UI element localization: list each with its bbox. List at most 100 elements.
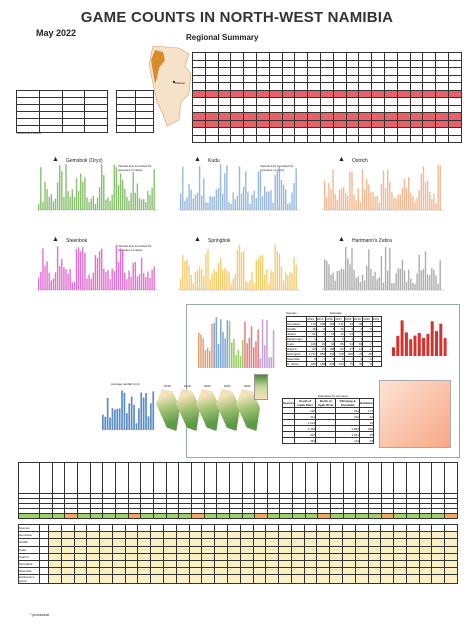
species-bar <box>257 171 260 210</box>
bottom-grid-cell <box>431 462 445 494</box>
red-bar <box>435 331 438 356</box>
species-bar <box>228 272 230 290</box>
species-month-cell <box>431 531 446 540</box>
species-month-cell <box>239 538 254 547</box>
species-bar <box>98 187 101 210</box>
species-bar <box>278 166 281 210</box>
species-month-cell <box>111 523 126 533</box>
trend-bar <box>226 320 229 368</box>
species-month-cell <box>124 559 139 569</box>
species-bar <box>226 270 228 290</box>
species-month-cell <box>367 567 382 576</box>
species-month-cell <box>188 552 203 561</box>
grid-cell <box>294 59 309 68</box>
species-bar <box>145 202 147 210</box>
table2-cell: 463 <box>294 437 317 444</box>
species-bar <box>276 250 278 290</box>
species-month-cell <box>405 574 420 585</box>
trend-bar <box>204 349 207 368</box>
species-month-cell <box>405 545 420 554</box>
species-bar <box>287 275 289 290</box>
species-month-cell <box>86 552 101 561</box>
species-bar <box>403 270 406 290</box>
grid-cell <box>435 97 449 106</box>
grid-cell <box>447 119 463 128</box>
species-month-cell <box>137 567 152 576</box>
species-bar <box>389 247 391 290</box>
grid-cell <box>396 104 411 113</box>
grid-cell <box>358 74 373 83</box>
species-bar <box>211 196 213 210</box>
grid-cell <box>217 59 232 68</box>
species-bar <box>63 196 65 210</box>
species-bar <box>342 187 345 210</box>
species-bar <box>253 283 255 290</box>
grid-cell <box>383 52 398 61</box>
species-bar <box>276 170 278 210</box>
species-bar <box>280 179 283 210</box>
species-month-cell <box>48 523 62 533</box>
species-bar <box>295 168 297 210</box>
animal-icon: ▲ <box>194 156 201 163</box>
species-bar <box>190 274 192 290</box>
species-bar <box>405 281 408 290</box>
animal-icon: ▲ <box>52 236 59 243</box>
species-bar <box>92 196 94 210</box>
rain-bar <box>128 403 131 430</box>
species-month-cell <box>48 552 62 561</box>
grid-cell <box>345 97 360 106</box>
grid-cell <box>230 74 245 83</box>
species-month-cell <box>214 531 228 540</box>
species-month-cell <box>354 538 369 547</box>
grid-cell <box>396 59 411 68</box>
species-trend-chart <box>198 317 275 368</box>
species-month-cell <box>444 523 458 533</box>
habitat-map-year: 2022 <box>244 384 251 388</box>
grid-cell <box>409 119 424 128</box>
species-month-cell <box>367 552 382 561</box>
grid-cell <box>217 97 232 106</box>
species-month-cell <box>303 574 318 585</box>
sub-area-estimates-table: Species South of Ugab River North of Ugab … <box>281 398 375 444</box>
species-month-cell <box>329 574 343 585</box>
species-month-cell <box>124 531 139 540</box>
bottom-grid-cell <box>418 462 433 494</box>
species-bar <box>345 247 347 290</box>
species-bar <box>410 192 412 210</box>
grid-cell <box>116 118 136 126</box>
species-panel: Ostrich ▲ <box>316 150 446 220</box>
species-month-cell <box>316 552 331 561</box>
grid-cell <box>255 89 270 98</box>
grid-cell <box>371 104 385 113</box>
species-month-cell <box>444 531 458 540</box>
species-bar <box>103 268 105 290</box>
species-month-cell <box>214 523 228 533</box>
bottom-grid-cell <box>368 462 382 494</box>
species-bar <box>268 191 270 210</box>
grid-cell <box>204 74 219 83</box>
species-month-cell <box>303 523 318 533</box>
species-bar-chart <box>322 246 444 291</box>
species-bar <box>424 251 427 290</box>
grid-cell <box>268 89 283 98</box>
grid-cell <box>332 119 347 128</box>
species-month-cell <box>405 559 420 569</box>
grid-cell <box>192 134 206 143</box>
species-month-cell <box>393 552 407 561</box>
grid-cell <box>204 89 219 98</box>
species-month-cell <box>393 531 407 540</box>
species-month-cell <box>111 538 126 547</box>
grid-cell <box>383 89 398 98</box>
grid-cell <box>383 104 398 113</box>
species-month-cell <box>188 523 203 533</box>
grid-cell <box>217 134 232 143</box>
species-month-cell <box>405 523 420 533</box>
grid-cell <box>294 134 309 143</box>
species-bar <box>257 258 260 290</box>
grid-cell <box>192 112 206 121</box>
species-month-cell <box>239 552 254 561</box>
species-month-cell <box>354 552 369 561</box>
bottom-grid-cell <box>64 513 78 519</box>
species-panel: Steenbok ▲ Vertical axis truncated for pur… <box>30 230 160 300</box>
species-month-cell <box>226 559 241 569</box>
